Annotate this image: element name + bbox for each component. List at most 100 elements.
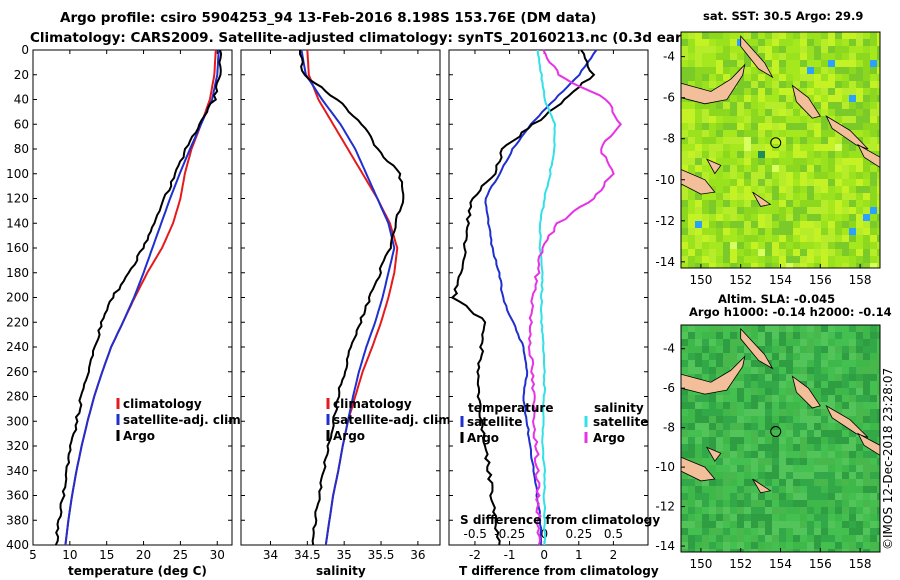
map-cell [716,500,723,507]
map-cell [772,493,779,500]
map-cell [842,116,849,123]
map-cell [779,542,786,549]
map-cell [723,172,730,179]
map-cell [807,353,814,360]
map-cell [877,116,880,123]
map-cell [751,332,758,339]
map-cell [828,200,835,207]
map-cell [744,179,751,186]
map-cell [695,535,702,542]
map-cell [793,207,800,214]
map-cell [877,465,880,472]
map-cell [730,67,737,74]
map-cell [779,409,786,416]
map-cell [800,144,807,151]
map-cell [786,116,793,123]
map-cell [793,193,800,200]
map-cell [786,465,793,472]
map-cell [772,242,779,249]
map-cell [821,381,828,388]
map-cell [779,249,786,256]
map-cell [842,165,849,172]
map-cell [835,500,842,507]
map-cell [744,32,751,39]
map-cell [744,535,751,542]
map-cell [723,430,730,437]
map-cell [744,130,751,137]
map-cell [814,437,821,444]
map-cell [737,444,744,451]
map-cell [828,346,835,353]
map-cell [681,514,688,521]
map-cell [751,374,758,381]
map-cell [688,409,695,416]
map-cell [849,535,856,542]
map-cell [765,53,772,60]
map-cell [856,542,863,549]
map-cell [702,158,709,165]
map-cell [828,514,835,521]
map-cell [807,479,814,486]
map-cell [702,458,709,465]
map-cell [835,360,842,367]
map-cell [835,528,842,535]
x-tick-label: 36 [410,548,425,562]
map-cell [772,409,779,416]
map-cell [877,186,880,193]
map-cell [786,88,793,95]
map-cell [786,339,793,346]
map-cell [681,144,688,151]
map-cell [828,193,835,200]
map-cell [716,514,723,521]
map-cell [800,39,807,46]
map-cell [800,179,807,186]
map-cell [702,360,709,367]
map-cell [758,235,765,242]
map-cell [856,151,863,158]
map-cell [849,151,856,158]
map-cell [765,542,772,549]
map-cell [716,472,723,479]
map-cell [702,193,709,200]
map-cell [849,346,856,353]
map-cell [758,339,765,346]
map-cell [877,221,880,228]
map-cell [737,193,744,200]
map-cell [828,416,835,423]
map-cell [737,465,744,472]
map-cell [737,116,744,123]
map-cell [793,402,800,409]
map-cell [877,172,880,179]
map-cell [737,521,744,528]
map-cell [821,360,828,367]
map-cell [842,109,849,116]
map-cell [744,402,751,409]
map-cell [737,151,744,158]
map-cell [723,339,730,346]
map-cell [751,486,758,493]
map-cell [821,472,828,479]
map-cell [730,242,737,249]
map-cell [695,360,702,367]
map-cell [842,500,849,507]
map-cell [688,479,695,486]
map-cell [828,151,835,158]
map-cell [737,339,744,346]
map-cell [807,88,814,95]
map-cell [800,437,807,444]
map-cell [877,437,880,444]
map-cell [814,235,821,242]
map-cell [688,123,695,130]
map-cell [870,500,877,507]
map-cell [800,137,807,144]
difference-xlabel-salinity: S difference from climatology [460,513,660,527]
map-cell [681,46,688,53]
map-cell [814,451,821,458]
map-cell [842,81,849,88]
map-cell [702,137,709,144]
map-cell [723,409,730,416]
map-cell [807,430,814,437]
map-cell [828,186,835,193]
map-cell [821,374,828,381]
map-cell [772,325,779,332]
